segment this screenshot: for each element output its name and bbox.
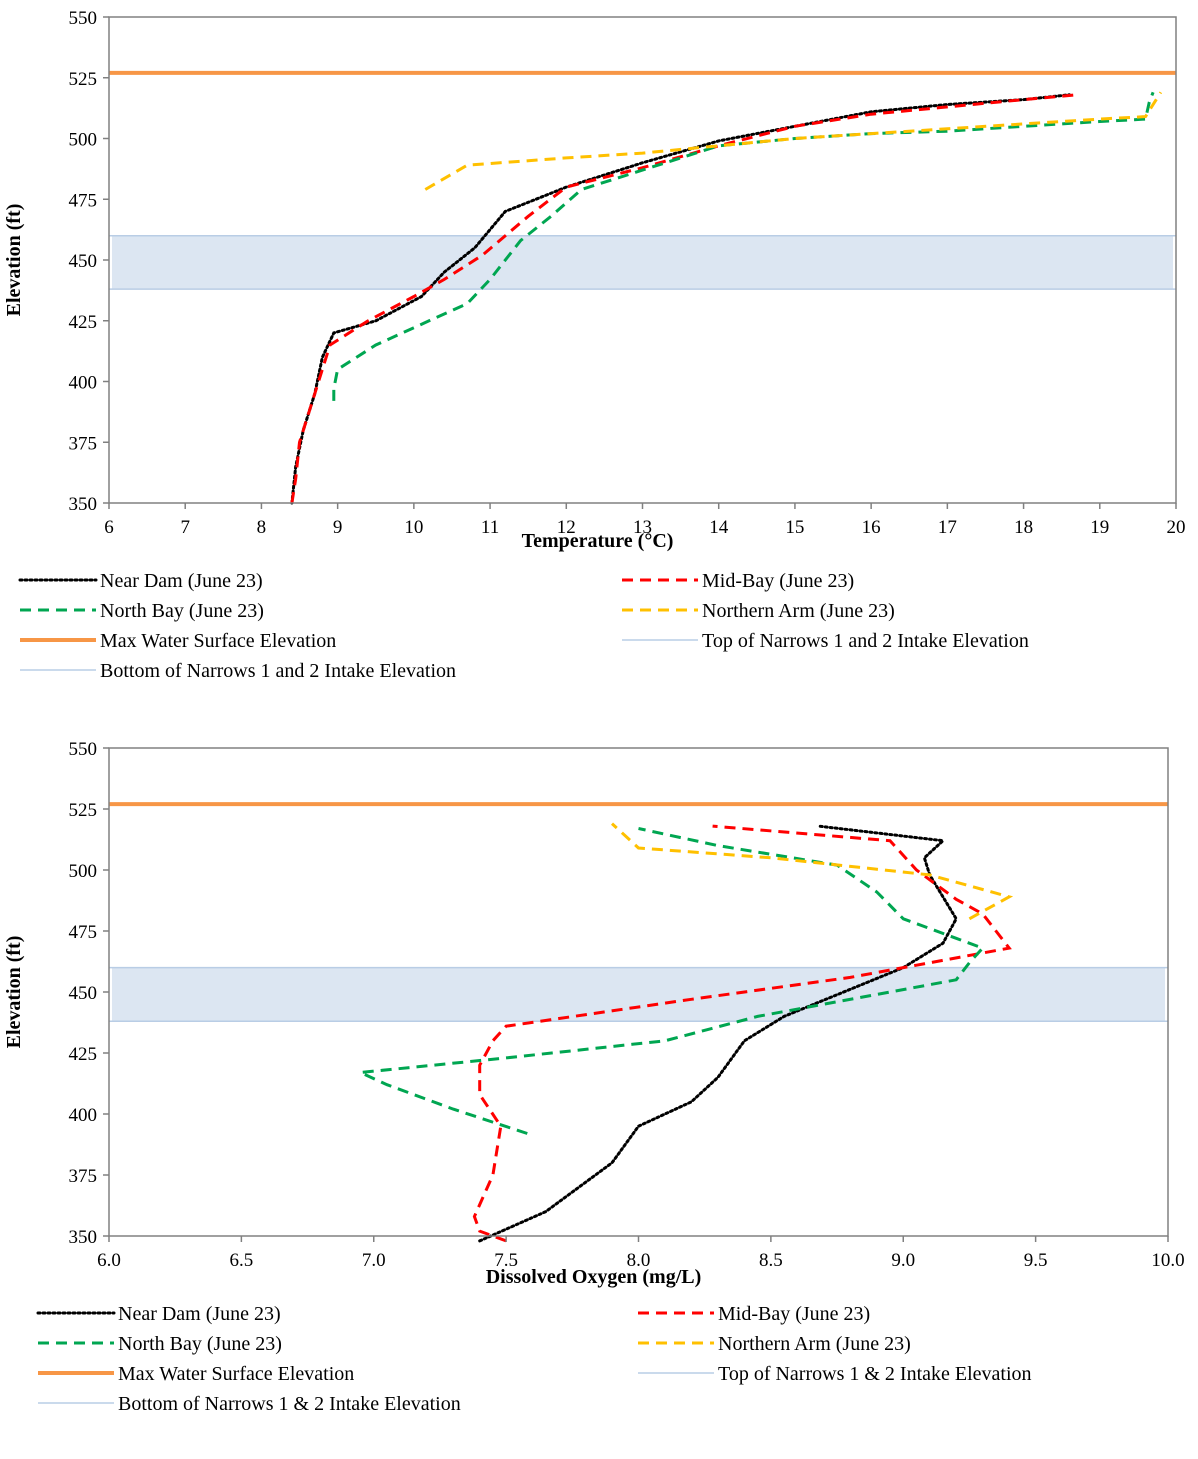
chart1-legend-label: Near Dam (June 23) (100, 570, 263, 592)
chart1-intake-band (112, 235, 1173, 290)
chart2-legend-label: North Bay (June 23) (118, 1333, 282, 1355)
chart1-legend-entry: Mid-Bay (June 23) (622, 570, 854, 592)
chart1-x-tick-label: 8 (257, 517, 267, 538)
chart1-y-tick-label: 475 (69, 190, 98, 211)
chart2-y-tick-label: 500 (69, 861, 98, 882)
chart2-series-mid-bay-june-23 (472, 824, 1012, 1243)
chart1-legend-entry: North Bay (June 23) (20, 600, 264, 622)
chart1-legend-label: Mid-Bay (June 23) (702, 570, 854, 592)
chart2-legend-entry: Northern Arm (June 23) (638, 1333, 911, 1355)
chart2-legend-label: Near Dam (June 23) (118, 1303, 281, 1325)
chart1-legend-entry: Top of Narrows 1 and 2 Intake Elevation (622, 630, 1029, 652)
chart1-x-axis-title: Temperature (°C) (522, 530, 674, 552)
chart2-y-tick-label: 375 (69, 1166, 98, 1187)
chart2-x-tick-label: 6.0 (97, 1250, 121, 1271)
chart1-y-tick-label: 425 (69, 312, 98, 333)
chart1-legend-label: Top of Narrows 1 and 2 Intake Elevation (702, 630, 1029, 652)
chart2-legend-label: Mid-Bay (June 23) (718, 1303, 870, 1325)
chart2-legend-entry: Near Dam (June 23) (36, 1303, 281, 1325)
chart1-x-tick-label: 10 (404, 517, 423, 538)
chart1-x-tick-label: 17 (938, 517, 957, 538)
chart2-legend-label: Bottom of Narrows 1 & 2 Intake Elevation (118, 1393, 461, 1415)
chart2-legend-entry: Bottom of Narrows 1 & 2 Intake Elevation (38, 1393, 461, 1415)
chart2-y-axis-title: Elevation (ft) (3, 936, 25, 1049)
chart1-x-tick-label: 13 (633, 517, 652, 538)
chart1-legend-label: Max Water Surface Elevation (100, 630, 336, 652)
chart1-legend-entry: Near Dam (June 23) (18, 570, 263, 592)
chart1-legend-label: North Bay (June 23) (100, 600, 264, 622)
chart1-legend-entry: Northern Arm (June 23) (622, 600, 895, 622)
chart1-x-tick-label: 9 (333, 517, 343, 538)
chart1-series-mid-bay-june-23 (290, 93, 1078, 504)
chart1-y-tick-label: 500 (69, 130, 98, 151)
chart1-x-tick-label: 14 (709, 517, 729, 538)
chart1-x-tick-label: 18 (1014, 517, 1033, 538)
chart1-y-tick-label: 400 (69, 373, 98, 394)
chart1-legend-label: Northern Arm (June 23) (702, 600, 895, 622)
chart1-series-north-bay-june-23 (332, 91, 1155, 401)
chart2-x-tick-label: 9.5 (1024, 1250, 1048, 1271)
chart1-x-tick-label: 16 (862, 517, 881, 538)
chart2-legend-entry: Top of Narrows 1 & 2 Intake Elevation (638, 1363, 1032, 1385)
chart1-y-tick-label: 350 (69, 494, 98, 515)
chart2-legend-label: Top of Narrows 1 & 2 Intake Elevation (718, 1363, 1032, 1385)
chart2-y-tick-label: 425 (69, 1044, 98, 1065)
dissolved-oxygen-chart-svg: 350 375 400 425 450 475 500 525 550 6.0 6.5 7.0 7.5 8… (3, 739, 1185, 1415)
chart2-y-tick-label: 400 (69, 1105, 98, 1126)
chart2-y-tick-label: 350 (69, 1227, 98, 1248)
chart2-x-axis-title: Dissolved Oxygen (mg/L) (486, 1266, 702, 1288)
chart1-x-tick-label: 11 (481, 517, 499, 538)
chart2-intake-band (112, 967, 1165, 1022)
dissolved-oxygen-chart: 350 375 400 425 450 475 500 525 550 6.0 6.5 7.0 7.5 8… (0, 727, 1198, 1454)
chart2-legend-entry: Max Water Surface Elevation (38, 1363, 354, 1385)
chart2-legend-entry: Mid-Bay (June 23) (638, 1303, 870, 1325)
chart1-x-tick-label: 7 (180, 517, 190, 538)
chart1-legend-entry: Bottom of Narrows 1 and 2 Intake Elevati… (20, 660, 456, 682)
chart2-x-tick-label: 7.0 (362, 1250, 386, 1271)
chart1-x-tick-label: 20 (1167, 517, 1186, 538)
chart2-legend-label: Northern Arm (June 23) (718, 1333, 911, 1355)
chart2-y-tick-label: 525 (69, 800, 98, 821)
chart1-y-axis-title: Elevation (ft) (3, 204, 25, 317)
chart2-x-tick-label: 9.0 (891, 1250, 915, 1271)
chart1-series-northern-arm-june-23 (424, 91, 1163, 191)
chart1-y-tick-label: 550 (69, 8, 98, 29)
chart1-y-tick-label: 450 (69, 251, 98, 272)
chart2-y-tick-label: 450 (69, 983, 98, 1004)
chart1-x-tick-label: 15 (785, 517, 804, 538)
chart2-series-north-bay-june-23 (354, 827, 986, 1135)
chart2-x-tick-label: 7.5 (494, 1250, 518, 1271)
chart2-legend-label: Max Water Surface Elevation (118, 1363, 354, 1385)
chart2-x-tick-label: 8.0 (627, 1250, 651, 1271)
chart1-y-tick-label: 525 (69, 69, 98, 90)
temperature-chart-svg: 350 375 400 425 450 475 500 525 550 6 7 8 9 10 11 12 13 1… (3, 8, 1186, 682)
chart1-legend-label: Bottom of Narrows 1 and 2 Intake Elevati… (100, 660, 456, 682)
chart2-x-tick-label: 6.5 (230, 1250, 254, 1271)
temperature-chart: 350 375 400 425 450 475 500 525 550 6 7 8 9 10 11 12 13 1… (0, 0, 1198, 727)
chart1-x-tick-label: 19 (1090, 517, 1109, 538)
chart1-y-tick-label: 375 (69, 433, 98, 454)
chart2-legend-entry: North Bay (June 23) (38, 1333, 282, 1355)
chart2-y-tick-label: 550 (69, 739, 98, 760)
chart2-series-near-dam-june-23 (478, 824, 958, 1243)
chart2-x-tick-label: 10.0 (1151, 1250, 1184, 1271)
chart2-x-tick-label: 8.5 (759, 1250, 783, 1271)
chart1-legend-entry: Max Water Surface Elevation (20, 630, 336, 652)
chart1-x-tick-label: 12 (557, 517, 576, 538)
chart2-y-tick-label: 475 (69, 922, 98, 943)
chart2-series-northern-arm-june-23 (610, 822, 1014, 921)
chart1-x-tick-label: 6 (104, 517, 114, 538)
